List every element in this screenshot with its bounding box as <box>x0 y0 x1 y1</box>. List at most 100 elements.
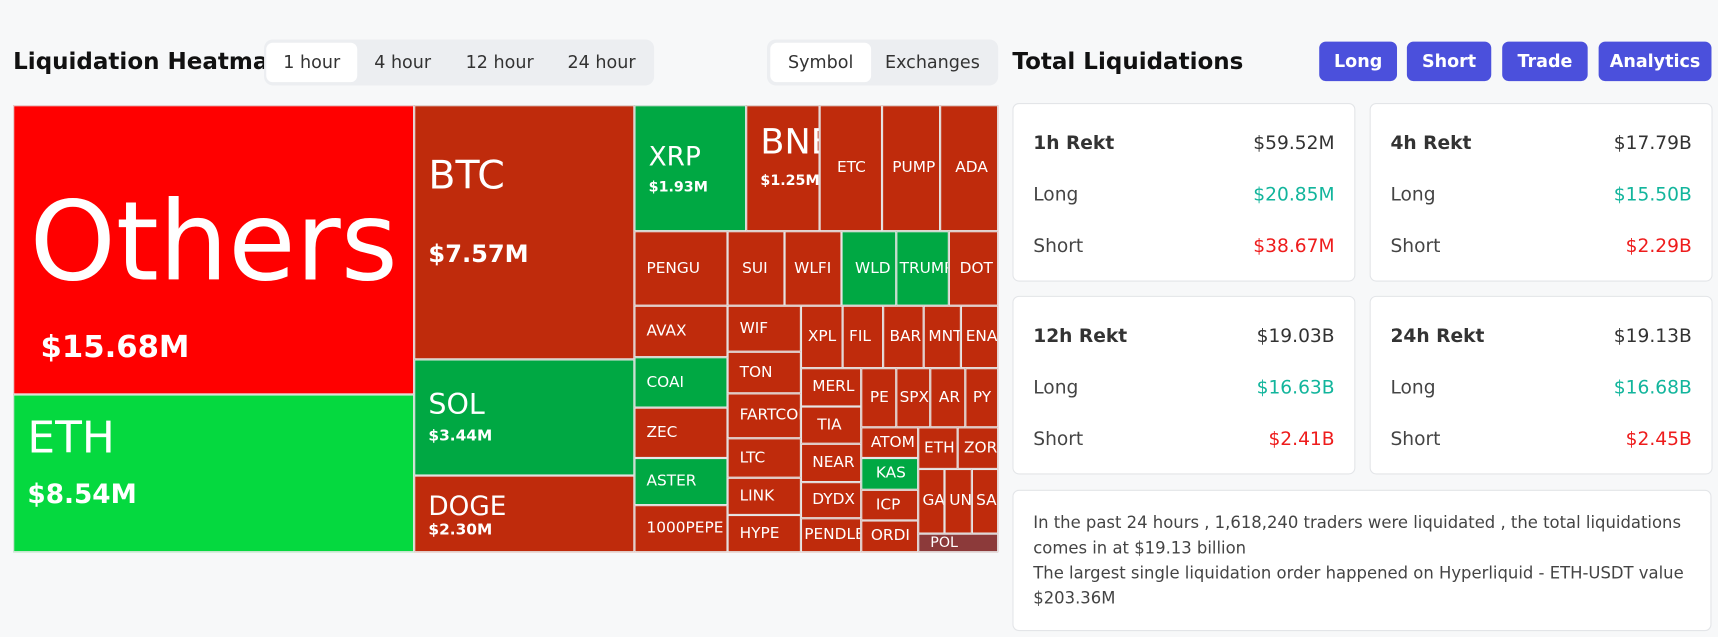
heatmap-tile[interactable]: LINK <box>727 477 801 515</box>
heatmap-tile[interactable]: ETH $8.54M <box>13 394 415 553</box>
row-label: Long <box>1390 184 1436 206</box>
heatmap-tile[interactable]: DOGE $2.30M <box>414 475 635 553</box>
heatmap-tile[interactable]: PUMP <box>882 105 941 232</box>
action-button[interactable]: Analytics <box>1598 41 1712 82</box>
heatmap-tile[interactable]: ENA <box>960 305 999 369</box>
summary-line: In the past 24 hours , 1,618,240 traders… <box>1033 512 1682 558</box>
heatmap-tile[interactable]: ZOR <box>957 427 999 469</box>
tile-label: UN <box>949 492 972 510</box>
heatmap-tile[interactable]: MERL <box>800 368 862 407</box>
heatmap-tile[interactable]: NEAR <box>800 443 862 483</box>
heatmap-tile[interactable]: FIL <box>842 305 884 369</box>
row-label: Short <box>1390 235 1441 258</box>
heatmap-tile[interactable]: MNT <box>923 305 961 369</box>
heatmap-tile[interactable]: WIF <box>727 305 801 352</box>
tile-label: AVAX <box>646 322 687 341</box>
card-total: $19.03B <box>1256 325 1335 348</box>
action-button[interactable]: Trade <box>1502 41 1588 82</box>
tile-label: AR <box>938 388 961 407</box>
row-value: $20.85M <box>1253 184 1335 206</box>
heatmap-tile[interactable]: 1000PEPE <box>634 505 728 553</box>
heatmap-tile[interactable]: HYPE <box>727 514 801 553</box>
heatmap-tile[interactable]: AVAX <box>634 305 728 358</box>
tile-label: ICP <box>875 496 901 514</box>
heatmap-tile[interactable]: GA <box>918 468 945 534</box>
heatmap-tile[interactable]: SA <box>971 468 999 534</box>
heatmap-tile[interactable]: PENGU <box>634 231 728 306</box>
action-button[interactable]: Short <box>1406 41 1492 82</box>
heatmap-tile[interactable]: ATOM <box>861 427 919 459</box>
row-label: Long <box>1033 184 1079 206</box>
row-label: Long <box>1390 376 1436 399</box>
tile-label: FIL <box>848 328 871 346</box>
heatmap-tile[interactable]: UN <box>944 468 972 534</box>
action-button[interactable]: Long <box>1319 41 1398 82</box>
tile-label: BTC <box>428 153 505 199</box>
heatmap-tile[interactable]: ICP <box>861 489 919 521</box>
view-tab[interactable]: Symbol <box>770 42 872 83</box>
row-value: $38.67M <box>1253 235 1335 258</box>
card-total: $19.13B <box>1613 325 1692 348</box>
tile-label: BNB <box>760 120 818 163</box>
tile-label: MERL <box>812 378 855 396</box>
heatmap-tile[interactable]: LTC <box>727 438 801 478</box>
tile-label: ATOM <box>870 433 915 452</box>
heatmap-tile[interactable]: ASTER <box>634 458 728 506</box>
tile-label: ZOR <box>964 439 998 457</box>
view-tab[interactable]: Exchanges <box>885 51 980 73</box>
rekt-card: 1h Rekt $59.52M Long $20.85M Short $38.67M <box>1012 102 1356 282</box>
heatmap-tile[interactable]: AR <box>930 368 966 428</box>
heatmap-tile[interactable]: WLD <box>841 231 897 306</box>
heatmap-tile[interactable]: POL <box>918 533 999 553</box>
heatmap-tile[interactable]: ADA <box>940 105 999 232</box>
tile-label: PENGU <box>646 259 700 278</box>
heatmap-tile[interactable]: COAI <box>634 357 728 408</box>
timeframe-tab[interactable]: 24 hour <box>567 51 636 73</box>
heatmap-tile[interactable]: PE <box>861 368 897 428</box>
rekt-card: 12h Rekt $19.03B Long $16.63B Short $2.41B <box>1012 295 1356 475</box>
heatmap-tile[interactable]: XRP $1.93M <box>634 105 747 232</box>
row-label: Short <box>1390 428 1441 451</box>
heatmap-tile[interactable]: DOT <box>948 231 999 306</box>
heatmap-tile[interactable]: TON <box>727 351 801 394</box>
heatmap-tile[interactable]: PY <box>965 368 999 428</box>
heatmap-tile[interactable]: TIA <box>800 406 862 444</box>
heatmap-tile[interactable]: BAR <box>883 305 924 369</box>
heatmap-tile[interactable]: ORDI <box>861 520 919 553</box>
tile-label: WLD <box>855 259 891 278</box>
heatmap-tile[interactable]: XPL <box>800 305 843 369</box>
heatmap-tile[interactable]: SOL $3.44M <box>414 359 635 476</box>
heatmap-tile[interactable]: Others $15.68M <box>13 105 415 395</box>
rekt-card: 4h Rekt $17.79B Long $15.50B Short $2.29B <box>1369 102 1713 282</box>
tile-label: ENA <box>965 328 998 346</box>
row-value: $2.41B <box>1268 428 1335 451</box>
tile-label: DOT <box>959 259 993 278</box>
heatmap-tile[interactable]: ZEC <box>634 407 728 459</box>
row-value: $2.45B <box>1625 428 1692 451</box>
heatmap-tile[interactable]: SUI <box>727 231 785 306</box>
heatmap-tile[interactable]: KAS <box>861 458 919 490</box>
heatmap-tile[interactable]: SPX <box>896 368 931 428</box>
timeframe-tab[interactable]: 4 hour <box>374 51 432 73</box>
timeframe-tab[interactable]: 1 hour <box>266 42 358 83</box>
tile-label: BAR <box>889 328 922 346</box>
heatmap-tile[interactable]: PENDLE <box>800 518 862 553</box>
heatmap-tile[interactable]: TRUMP <box>896 231 949 306</box>
tile-label: ZEC <box>646 423 678 442</box>
tile-label: HYPE <box>739 524 780 543</box>
heatmap-tile[interactable]: BTC $7.57M <box>414 105 635 360</box>
heatmap-tile[interactable]: FARTCOIN <box>727 393 801 439</box>
card-title: 24h Rekt <box>1390 325 1485 348</box>
heatmap-tile[interactable]: DYDX <box>800 482 862 519</box>
heatmap-tile[interactable]: BNB $1.25M <box>746 105 820 232</box>
tile-label: ETH <box>27 413 115 464</box>
heatmap-tile[interactable]: ETC <box>819 105 883 232</box>
tile-label: COAI <box>646 373 685 392</box>
tile-label: DOGE <box>428 490 507 522</box>
row-value: $2.29B <box>1625 235 1692 258</box>
tile-label: LINK <box>739 487 775 505</box>
heatmap-tile[interactable]: ETH <box>918 427 958 469</box>
heatmap-tile[interactable]: WLFI <box>784 231 842 306</box>
timeframe-tab[interactable]: 12 hour <box>465 51 534 73</box>
tile-value: $1.93M <box>648 179 708 196</box>
